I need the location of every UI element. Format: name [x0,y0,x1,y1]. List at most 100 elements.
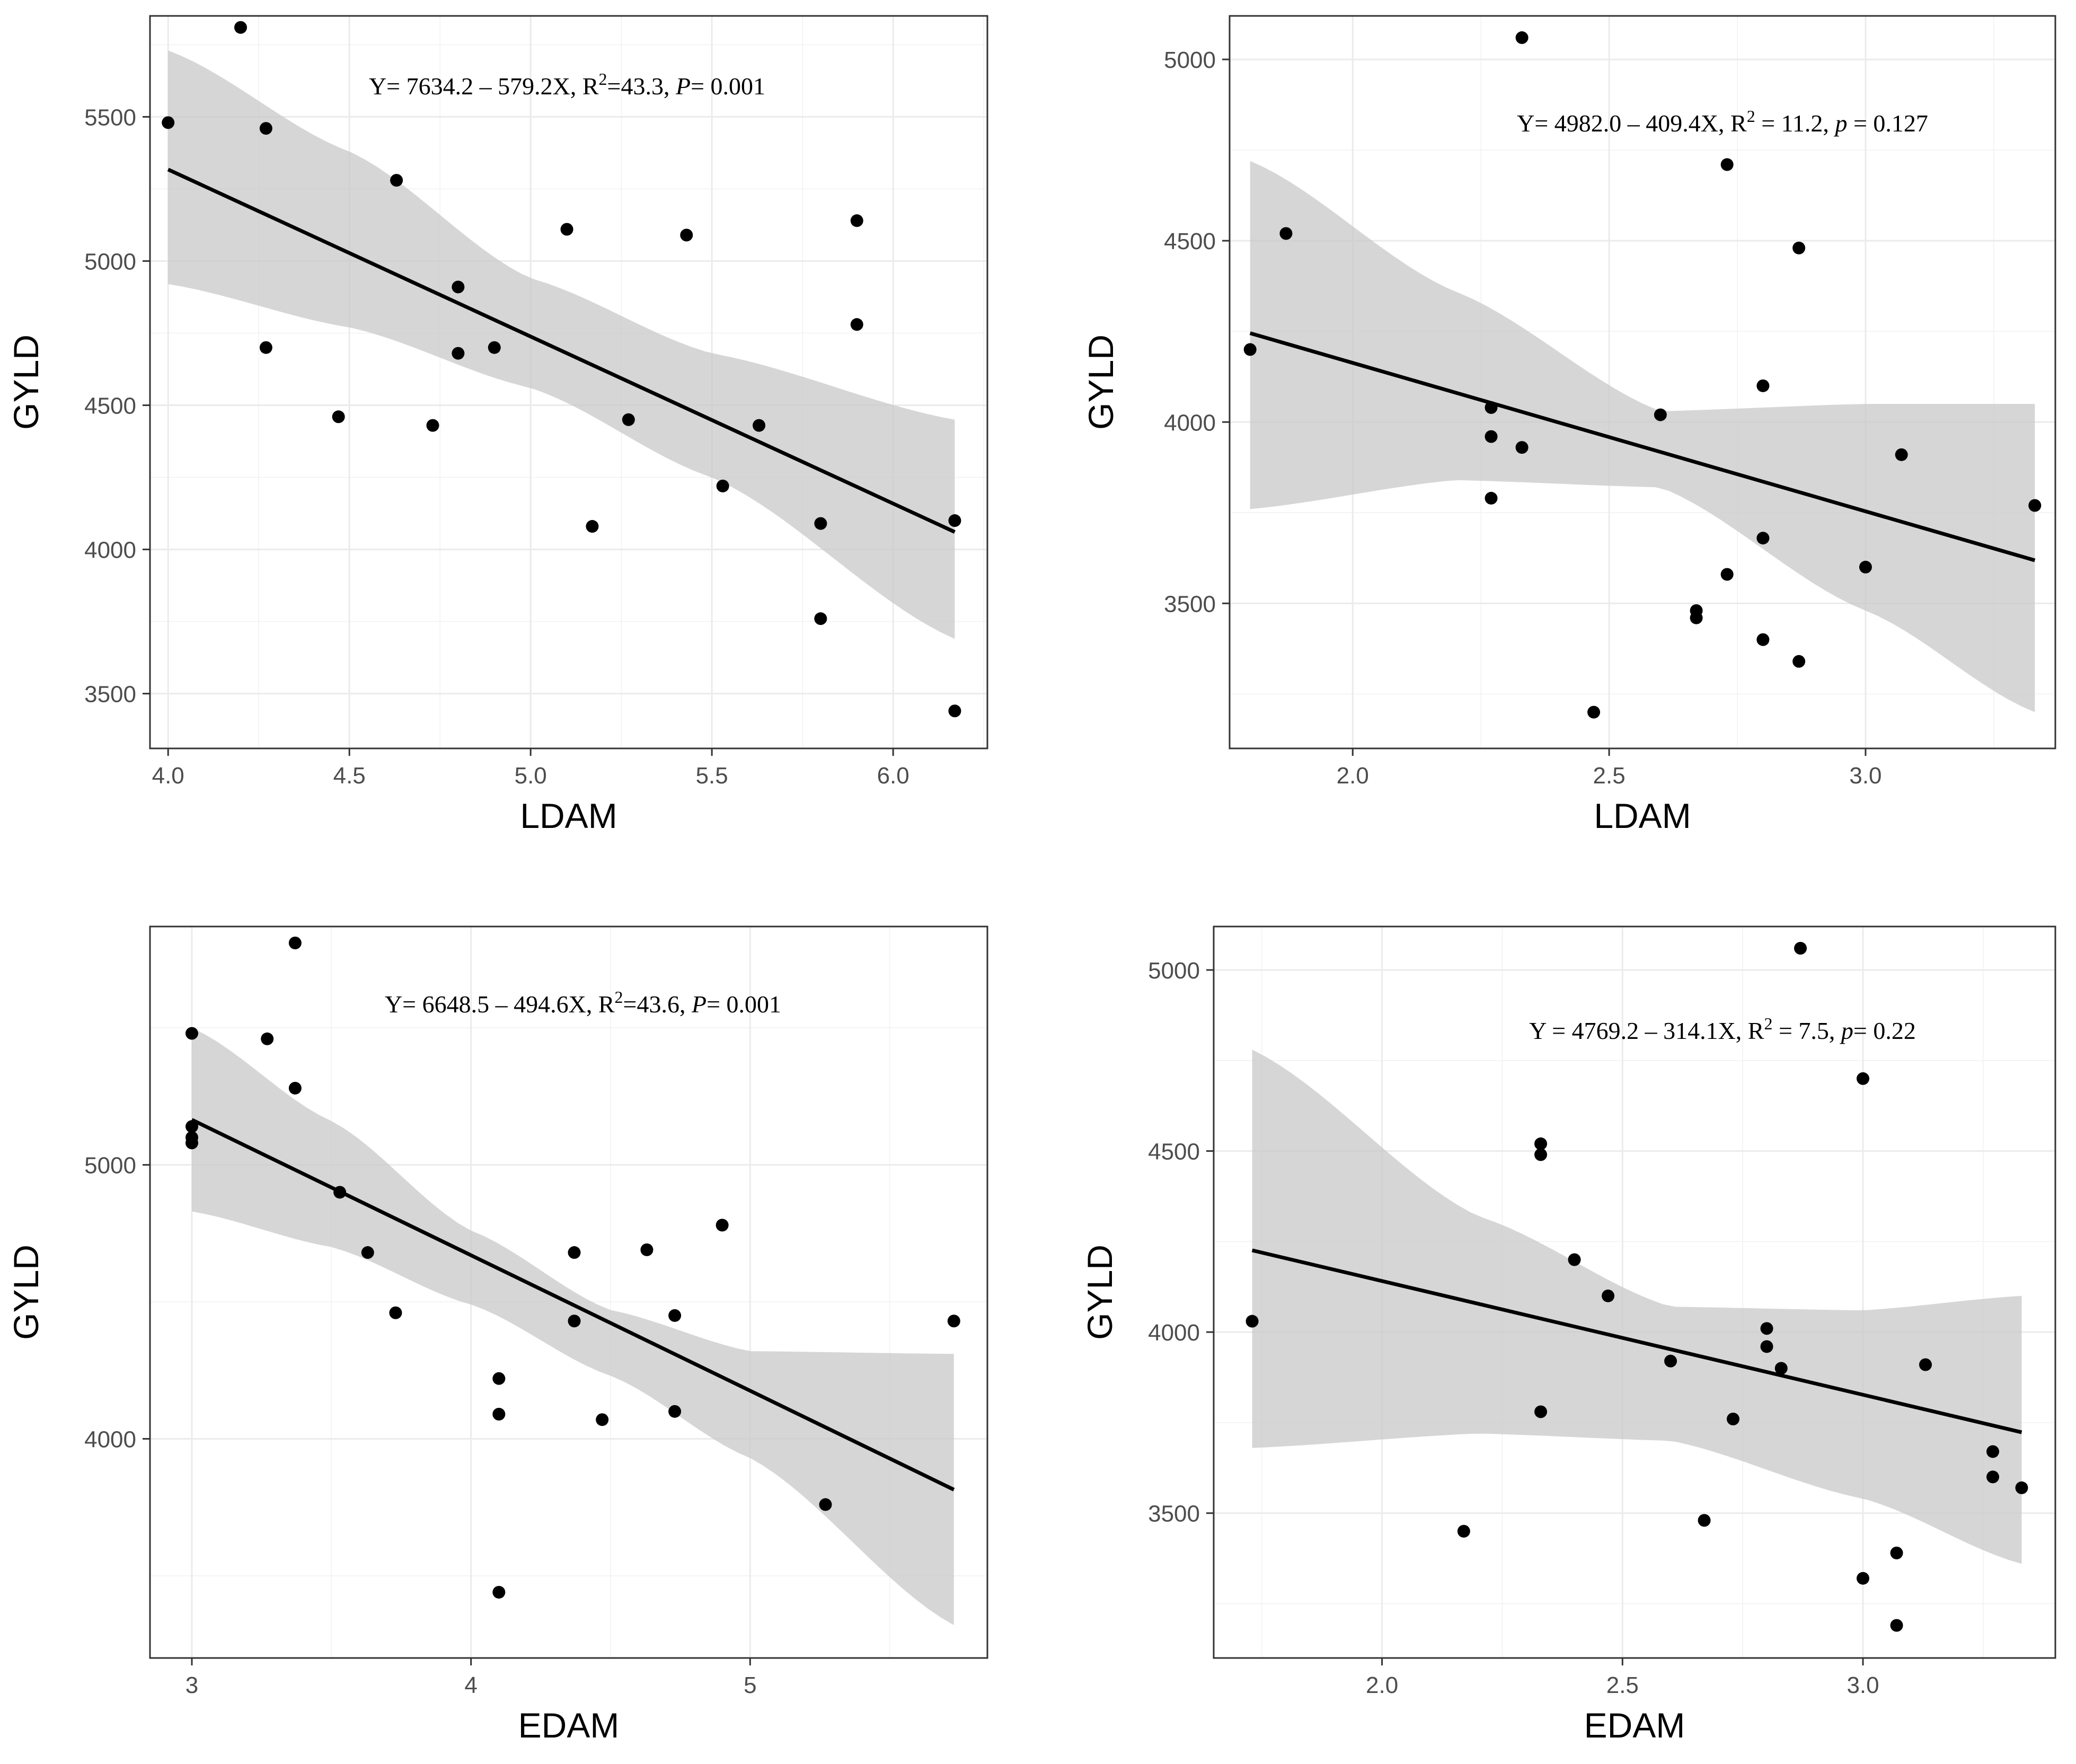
data-point [586,520,599,533]
data-point [288,937,302,950]
y-tick-label: 5000 [84,1153,136,1179]
panel-border [149,15,988,749]
x-tick-label: 2.0 [1366,1672,1398,1698]
data-point [1279,227,1293,240]
x-axis-title: LDAM [1594,796,1691,835]
data-point [1568,1253,1581,1266]
data-point [568,1315,581,1328]
x-tick-label: 2.5 [1606,1672,1639,1698]
data-point [1515,31,1529,45]
x-tick-label: 4.0 [152,763,184,789]
data-point [1664,1354,1677,1368]
data-point [1857,1572,1870,1585]
x-tick-label: 2.0 [1337,763,1369,789]
x-tick-label: 4 [464,1672,477,1698]
data-point [622,413,635,426]
data-point [640,1243,653,1256]
data-point [185,1136,198,1150]
regression-line [191,1118,955,1492]
data-point [390,174,403,187]
data-point [426,419,439,432]
data-point [819,1498,832,1511]
data-point [560,223,573,236]
x-axis-title: LDAM [520,796,617,835]
chart-panel-bottom-right: 2.0 2.5 3.0 3500 4000 4500 5000 EDAM GYLD Y = 476… [1080,925,2056,1745]
chart-panel-top-left: 4.0 4.5 5.0 5.5 6.0 3500 4000 4500 5000 5500 LDAM G… [6,15,988,835]
data-point [1890,1546,1903,1559]
data-point [850,318,863,331]
data-point [1986,1445,2000,1458]
data-point [492,1585,506,1599]
regression-line [167,167,956,534]
plot-area [1214,927,2055,1658]
chart-panel-bottom-left: 3 4 5 4000 5000 EDAM GYLD Y= 6648.5 – 494.6X, R… [6,925,988,1745]
y-tick-label: 5000 [1148,958,1200,984]
data-point [1756,633,1770,646]
data-point [1485,491,1498,505]
y-tick-label: 4500 [1148,1139,1200,1165]
data-point [1515,441,1529,454]
data-point [1690,611,1703,624]
data-point [1534,1405,1548,1418]
data-point [1720,568,1734,581]
y-tick-label: 3500 [1164,591,1216,617]
data-point [1857,1072,1870,1085]
data-point [488,341,501,354]
data-point [259,341,272,354]
data-point [185,1120,198,1133]
data-point [288,1081,302,1095]
data-point [1756,532,1770,545]
data-point [1534,1148,1548,1161]
data-point [1457,1524,1470,1538]
panel-border [1229,15,2056,749]
confidence-band [1252,1049,2022,1564]
data-point [1245,1315,1259,1328]
data-point [1485,430,1498,443]
data-point [850,214,863,227]
y-tick-label: 5000 [84,249,136,275]
data-point [1895,448,1908,461]
y-axis-title: GYLD [1080,1245,1119,1340]
y-tick-label: 3500 [1148,1501,1200,1527]
data-point [948,514,961,527]
data-point [1720,158,1734,171]
chart-panel-top-right: 2.0 2.5 3.0 3500 4000 4500 5000 LDAM GYLD Y= 4982… [1081,15,2056,835]
x-tick-label: 2.5 [1593,763,1626,789]
y-tick-label: 4500 [84,393,136,419]
plot-area [150,927,987,1658]
regression-equation: Y= 6648.5 – 494.6X, R2=43.6, P= 0.001 [385,987,781,1018]
x-tick-label: 4.5 [333,763,366,789]
data-point [1243,343,1257,356]
data-point [1602,1289,1615,1302]
data-point [753,419,766,432]
data-point [814,612,827,625]
panel-border [1213,925,2056,1659]
x-axis-title: EDAM [1584,1706,1685,1745]
confidence-band [168,50,955,639]
y-axis-title: GYLD [6,1245,46,1340]
plot-area [1230,16,2055,748]
data-point [332,410,345,424]
data-point [389,1306,402,1319]
regression-line [1249,331,2036,562]
x-tick-label: 3 [185,1672,198,1698]
data-point [1919,1358,1932,1371]
data-point [333,1186,347,1199]
y-tick-label: 5500 [84,104,136,130]
data-point [1890,1619,1903,1632]
data-point [948,704,961,718]
data-point [492,1408,506,1421]
data-point [185,1027,198,1040]
data-point [259,122,272,135]
data-point [2015,1481,2028,1494]
data-point [568,1246,581,1259]
data-point [1756,379,1770,392]
plot-area [150,16,987,748]
data-point [1986,1470,2000,1484]
regression-line [1251,1248,2022,1434]
data-point [715,1219,729,1232]
data-point [668,1405,682,1418]
data-point [1794,941,1807,955]
data-point [1859,560,1872,574]
x-tick-label: 3.0 [1849,763,1881,789]
